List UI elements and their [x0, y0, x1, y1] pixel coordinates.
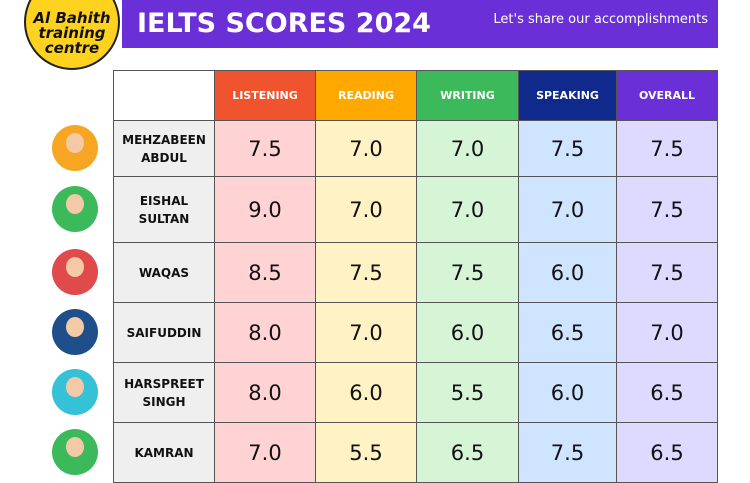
- logo-text: Al Bahith: [33, 9, 111, 27]
- logo: Al Bahith training centre: [24, 0, 120, 70]
- score-cell: 7.5: [315, 242, 417, 303]
- logo-text: training: [38, 24, 106, 42]
- score-cell: 7.0: [416, 120, 519, 177]
- avatar-face: [66, 316, 84, 337]
- score-cell: 8.5: [214, 242, 316, 303]
- score-cell: 7.5: [518, 422, 617, 483]
- logo-text: centre: [44, 39, 100, 57]
- column-header: SPEAKING: [518, 70, 617, 121]
- column-header: OVERALL: [616, 70, 718, 121]
- avatar-face: [66, 256, 84, 277]
- column-header: WRITING: [416, 70, 519, 121]
- score-cell: 5.5: [315, 422, 417, 483]
- score-cell: 7.0: [416, 176, 519, 243]
- subtitle: Let's share our accomplishments: [493, 12, 708, 27]
- score-cell: 6.0: [315, 362, 417, 423]
- score-cell: 6.0: [518, 242, 617, 303]
- student-name: WAQAS: [113, 242, 215, 303]
- student-name: MEHZABEEN ABDUL: [113, 120, 215, 177]
- avatar: [52, 124, 98, 171]
- column-header: READING: [315, 70, 417, 121]
- avatar: [52, 248, 98, 295]
- score-cell: 8.0: [214, 302, 316, 363]
- corner-cell: [113, 70, 215, 121]
- student-name: EISHAL SULTAN: [113, 176, 215, 243]
- avatar-face: [66, 132, 84, 153]
- avatar: [52, 428, 98, 475]
- score-cell: 6.5: [616, 422, 718, 483]
- score-cell: 7.0: [315, 302, 417, 363]
- score-cell: 7.5: [416, 242, 519, 303]
- score-cell: 7.5: [214, 120, 316, 177]
- avatar: [52, 368, 98, 415]
- score-cell: 7.5: [616, 120, 718, 177]
- score-cell: 7.0: [518, 176, 617, 243]
- title: IELTS SCORES 2024: [137, 8, 431, 39]
- score-cell: 7.5: [616, 176, 718, 243]
- score-cell: 7.0: [616, 302, 718, 363]
- score-cell: 7.5: [616, 242, 718, 303]
- score-cell: 5.5: [416, 362, 519, 423]
- score-cell: 6.5: [518, 302, 617, 363]
- score-cell: 6.5: [416, 422, 519, 483]
- avatar-face: [66, 436, 84, 457]
- score-cell: 6.5: [616, 362, 718, 423]
- score-cell: 6.0: [416, 302, 519, 363]
- avatar-face: [66, 193, 84, 214]
- avatar-face: [66, 376, 84, 397]
- student-name: KAMRAN: [113, 422, 215, 483]
- student-name: SAIFUDDIN: [113, 302, 215, 363]
- score-cell: 7.0: [315, 120, 417, 177]
- score-cell: 7.0: [214, 422, 316, 483]
- score-cell: 9.0: [214, 176, 316, 243]
- score-cell: 8.0: [214, 362, 316, 423]
- student-name: HARSPREET SINGH: [113, 362, 215, 423]
- avatar: [52, 185, 98, 232]
- page: Al Bahith training centre IELTS SCORES 202…: [24, 0, 718, 483]
- column-header: LISTENING: [214, 70, 316, 121]
- score-cell: 7.0: [315, 176, 417, 243]
- score-cell: 6.0: [518, 362, 617, 423]
- header-bar: [122, 0, 718, 48]
- avatar: [52, 308, 98, 355]
- score-cell: 7.5: [518, 120, 617, 177]
